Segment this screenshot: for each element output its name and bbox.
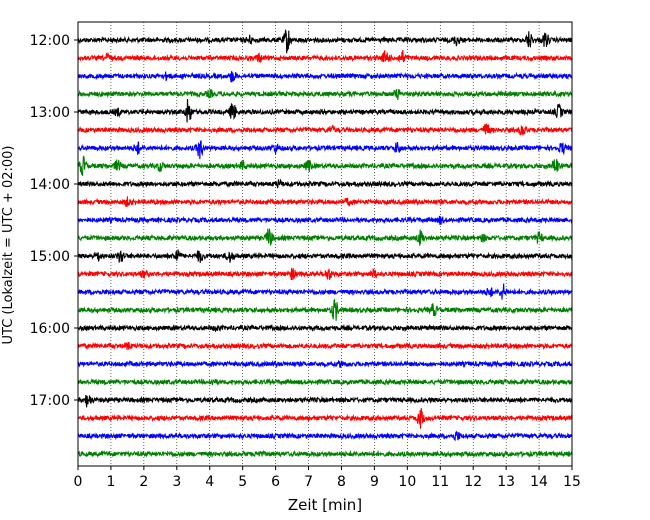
trace-1730 [77,430,573,442]
trace-1715 [77,407,573,429]
trace-1500 [77,249,573,263]
x-axis-label: Zeit [min] [288,496,362,514]
trace-1230 [77,71,573,83]
x-tick-label-2: 2 [139,474,148,490]
y-axis-label: UTC (Lokalzeit = UTC + 02:00) [1,146,16,345]
trace-1645 [77,377,573,387]
x-tick-label-13: 13 [497,474,515,490]
trace-1400 [77,178,573,189]
y-axis-ticks: 12:00 13:00 14:00 15:00 16:00 17:00 [30,33,78,409]
trace-1600 [77,323,573,333]
x-tick-label-7: 7 [304,474,313,490]
plot-frame [77,21,573,467]
trace-1700 [77,394,573,408]
x-tick-label-6: 6 [271,474,280,490]
trace-1200 [77,29,573,54]
trace-1745 [77,449,573,459]
x-tick-label-5: 5 [238,474,247,490]
trace-1530 [77,283,573,300]
x-tick-label-12: 12 [464,474,482,490]
seismic-traces [77,29,573,459]
x-tick-label-1: 1 [106,474,115,490]
trace-1545 [77,299,573,321]
y-tick-label-16:00: 16:00 [30,321,70,337]
trace-1300 [77,99,573,123]
trace-1330 [77,140,573,160]
y-tick-label-14:00: 14:00 [30,177,70,193]
trace-1445 [77,228,573,247]
vertical-grid [110,22,540,466]
trace-1245 [77,88,573,100]
x-axis-ticks: 0 1 2 3 4 5 6 7 8 9 10 11 12 13 14 15 [74,466,581,490]
trace-1615 [77,341,573,351]
trace-1630 [77,359,573,369]
trace-1430 [77,215,573,225]
x-tick-label-9: 9 [370,474,379,490]
trace-1215 [77,49,573,63]
trace-1415 [77,196,573,208]
x-tick-label-3: 3 [172,474,181,490]
x-tick-label-10: 10 [398,474,416,490]
trace-1315 [77,123,573,136]
y-tick-label-12:00: 12:00 [30,33,70,49]
x-tick-label-15: 15 [563,474,581,490]
x-tick-label-0: 0 [74,474,83,490]
x-tick-label-11: 11 [431,474,449,490]
x-tick-label-14: 14 [530,474,548,490]
y-tick-label-13:00: 13:00 [30,105,70,121]
y-tick-label-17:00: 17:00 [30,393,70,409]
x-tick-label-8: 8 [337,474,346,490]
y-tick-label-15:00: 15:00 [30,249,70,265]
trace-1515 [77,267,573,281]
trace-1345 [77,155,573,176]
x-tick-label-4: 4 [205,474,214,490]
